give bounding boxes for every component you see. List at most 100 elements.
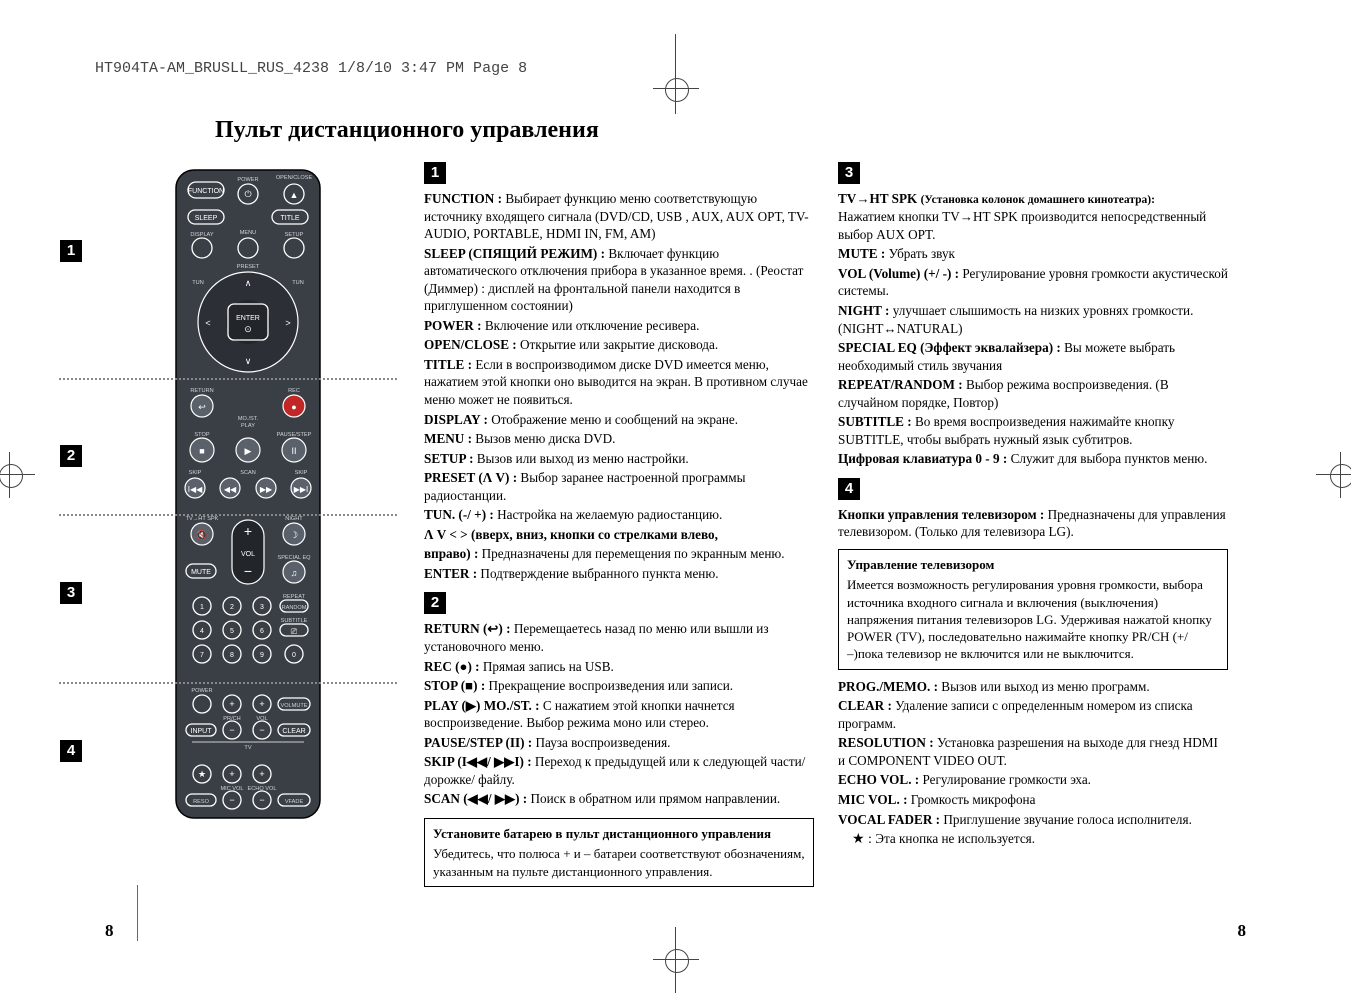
fn-title: TITLE :: [424, 357, 472, 372]
fn-open: OPEN/CLOSE :: [424, 337, 517, 352]
fn-repeat: REPEAT/RANDOM :: [838, 377, 963, 392]
registration-mark-left: [0, 460, 25, 490]
svg-text:MUTE: MUTE: [191, 569, 211, 576]
svg-text:SCAN: SCAN: [240, 470, 256, 476]
section-marker-1: 1: [424, 162, 446, 184]
page-number-right: 8: [1238, 921, 1247, 941]
battery-box-text: Убедитесь, что полюса + и – батареи соот…: [433, 845, 805, 880]
fn-numkeys: Цифровая клавиатура 0 - 9 :: [838, 451, 1007, 466]
svg-text:PRESET: PRESET: [236, 264, 259, 270]
fn-arrows: Λ V < > (вверх, вниз, кнопки со стрелкам…: [424, 527, 718, 542]
columns: 1 2 3 4 .bdy{fill:#3a3f46;stroke:#000;st…: [95, 162, 1256, 895]
fn-scan: SCAN (◀◀/ ▶▶) :: [424, 791, 527, 806]
svg-text:ENTER: ENTER: [236, 315, 260, 322]
svg-text:−: −: [229, 725, 234, 735]
fn-vfader: VOCAL FADER :: [838, 812, 940, 827]
svg-text:7: 7: [200, 652, 204, 659]
remote-control-figure: .bdy{fill:#3a3f46;stroke:#000;stroke-wid…: [158, 164, 338, 824]
svg-text:VFADE: VFADE: [284, 799, 303, 805]
tv-box-title: Управление телевизором: [847, 556, 1219, 573]
svg-text:REPEAT: REPEAT: [283, 594, 306, 600]
mid-column: 1 FUNCTION : Выбирает функцию меню соотв…: [424, 162, 814, 895]
pagination: 8 8: [95, 905, 1256, 935]
fn-function: FUNCTION :: [424, 191, 502, 206]
svg-text:FUNCTION: FUNCTION: [187, 188, 223, 195]
svg-text:TITLE: TITLE: [280, 215, 299, 222]
page-title: Пульт дистанционного управления: [215, 117, 1256, 144]
fn-play: PLAY (▶) MO./ST. :: [424, 698, 540, 713]
fn-reso: RESOLUTION :: [838, 735, 934, 750]
svg-text:⊙: ⊙: [244, 324, 252, 334]
svg-text:▶▶I: ▶▶I: [293, 485, 308, 494]
dotted-sep-3: [59, 682, 397, 684]
svg-text:∧: ∧: [244, 278, 251, 288]
svg-text:▲: ▲: [289, 190, 298, 200]
svg-text:−: −: [259, 725, 264, 735]
fn-tvht: TV→HT SPK: [838, 191, 917, 206]
svg-text:9: 9: [260, 652, 264, 659]
right-column: 3 TV→HT SPK (Установка колонок домашнего…: [838, 162, 1228, 895]
svg-text:0: 0: [292, 652, 296, 659]
svg-text:+: +: [229, 699, 234, 709]
svg-text:5: 5: [230, 628, 234, 635]
fn-preset: PRESET (Λ V) :: [424, 470, 517, 485]
svg-text:SPECIAL EQ: SPECIAL EQ: [277, 555, 311, 561]
svg-text:+: +: [259, 699, 264, 709]
svg-text:DISPLAY: DISPLAY: [190, 232, 213, 238]
fn-rec: REC (●) :: [424, 659, 480, 674]
page: HT904TA-AM_BRUSLL_RUS_4238 1/8/10 3:47 P…: [0, 0, 1351, 965]
svg-text:6: 6: [260, 628, 264, 635]
svg-text:TUN: TUN: [192, 280, 204, 286]
remote-column: 1 2 3 4 .bdy{fill:#3a3f46;stroke:#000;st…: [95, 162, 400, 895]
svg-text:−: −: [229, 795, 234, 805]
svg-text:↩: ↩: [198, 402, 206, 412]
dotted-sep-2: [59, 514, 397, 516]
fn-echo: ECHO VOL. :: [838, 772, 919, 787]
fn-power: POWER :: [424, 318, 482, 333]
section-1: FUNCTION : Выбирает функцию меню соответ…: [424, 190, 814, 582]
svg-text:RESO: RESO: [193, 799, 210, 805]
svg-text:MENU: MENU: [239, 230, 255, 236]
svg-text:SUBTITLE: SUBTITLE: [280, 618, 307, 624]
fn-night: NIGHT :: [838, 303, 889, 318]
svg-text:⏻: ⏻: [244, 189, 251, 199]
svg-text:◀◀: ◀◀: [223, 485, 236, 494]
registration-mark-bottom: [661, 945, 691, 975]
side-marker-3: 3: [60, 582, 82, 604]
fn-vol: VOL (Volume) (+/ -) :: [838, 266, 959, 281]
remote-container: 1 2 3 4 .bdy{fill:#3a3f46;stroke:#000;st…: [95, 162, 400, 824]
svg-text:I◀◀: I◀◀: [187, 485, 202, 494]
svg-text:▶: ▶: [244, 446, 251, 456]
tv-box-text: Имеется возможность регулирования уровня…: [847, 576, 1219, 662]
fn-tvctrl: Кнопки управления телевизором :: [838, 507, 1044, 522]
svg-text:NIGHT: NIGHT: [285, 516, 303, 522]
section-marker-2: 2: [424, 592, 446, 614]
svg-text:PAUSE/STEP: PAUSE/STEP: [276, 432, 311, 438]
svg-text:+: +: [259, 769, 264, 779]
svg-text:🔇: 🔇: [196, 529, 207, 540]
battery-box: Установите батарею в пульт дистанционног…: [424, 818, 814, 887]
svg-text:REC: REC: [288, 388, 300, 394]
svg-text:4: 4: [200, 628, 204, 635]
side-marker-1: 1: [60, 240, 82, 262]
side-marker-4: 4: [60, 740, 82, 762]
svg-text:TV→HT SPK: TV→HT SPK: [185, 516, 218, 522]
registration-mark-top: [661, 74, 691, 104]
svg-text:TUN: TUN: [292, 280, 304, 286]
svg-text:▶▶: ▶▶: [259, 485, 272, 494]
fn-subtitle: SUBTITLE :: [838, 414, 912, 429]
fn-prog: PROG./MEMO. :: [838, 679, 938, 694]
tv-control-box: Управление телевизором Имеется возможнос…: [838, 549, 1228, 670]
fn-skip: SKIP (I◀◀/ ▶▶I) :: [424, 754, 532, 769]
fn-clear: CLEAR :: [838, 698, 892, 713]
svg-text:+: +: [243, 523, 251, 539]
fn-stop: STOP (■) :: [424, 678, 485, 693]
svg-text:INPUT: INPUT: [190, 728, 212, 735]
svg-text:RANDOM: RANDOM: [281, 605, 306, 611]
fn-setup: SETUP :: [424, 451, 473, 466]
svg-text:−: −: [243, 563, 251, 579]
registration-mark-right: [1326, 460, 1351, 490]
svg-text:SKIP: SKIP: [188, 470, 201, 476]
svg-text:II: II: [291, 446, 296, 456]
svg-text:STOP: STOP: [194, 432, 209, 438]
